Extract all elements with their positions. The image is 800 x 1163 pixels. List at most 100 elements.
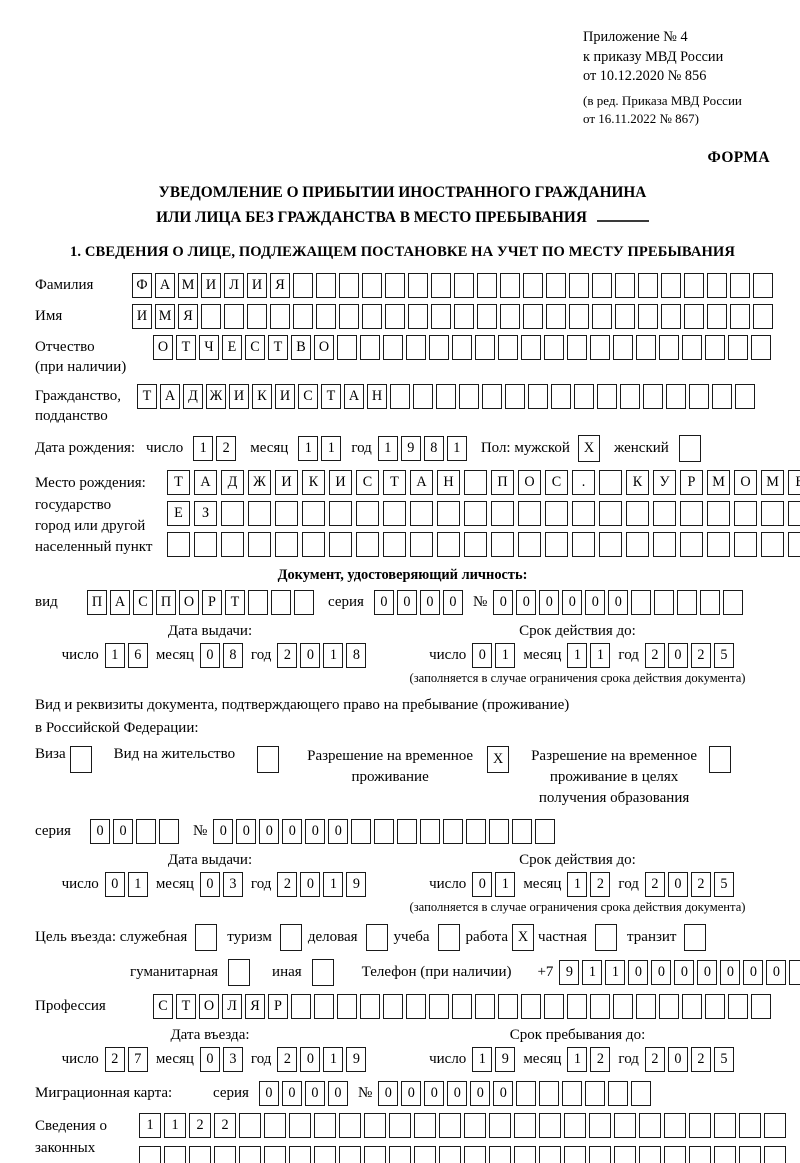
char-box[interactable]: И (275, 383, 295, 409)
char-box[interactable] (597, 383, 617, 409)
char-box[interactable]: 1 (127, 872, 148, 898)
char-box[interactable]: 0 (442, 589, 463, 615)
char-box[interactable] (389, 1113, 411, 1139)
char-box[interactable]: 0 (305, 819, 326, 845)
char-box[interactable]: 0 (396, 589, 417, 615)
char-box[interactable] (788, 532, 800, 558)
char-box[interactable]: О (153, 335, 173, 361)
char-box[interactable] (518, 501, 541, 527)
char-box[interactable] (397, 819, 418, 845)
char-box[interactable] (788, 501, 800, 527)
char-box[interactable]: 0 (447, 1081, 468, 1107)
char-box[interactable] (383, 994, 403, 1020)
char-box[interactable] (626, 532, 649, 558)
char-box[interactable] (539, 1113, 561, 1139)
char-box[interactable]: X (512, 924, 535, 952)
char-box[interactable] (311, 959, 334, 987)
char-box[interactable] (595, 924, 618, 952)
char-box[interactable]: 0 (608, 589, 629, 615)
char-box[interactable]: Е (167, 501, 190, 527)
char-box[interactable]: 0 (585, 589, 606, 615)
char-box[interactable] (521, 994, 541, 1020)
char-box[interactable] (239, 1113, 261, 1139)
char-box[interactable] (443, 819, 464, 845)
char-box[interactable] (551, 383, 571, 409)
char-box[interactable]: 2 (277, 872, 298, 898)
char-box[interactable]: 1 (377, 436, 398, 462)
char-box[interactable] (689, 1146, 711, 1163)
char-box[interactable] (214, 1146, 236, 1163)
char-box[interactable] (638, 273, 658, 299)
char-box[interactable] (723, 589, 744, 615)
char-box[interactable] (413, 383, 433, 409)
char-box[interactable] (314, 1146, 336, 1163)
char-box[interactable] (408, 273, 428, 299)
char-box[interactable]: Н (367, 383, 387, 409)
char-box[interactable] (385, 304, 405, 330)
char-box[interactable] (247, 304, 267, 330)
char-box[interactable] (544, 994, 564, 1020)
char-box[interactable] (257, 746, 280, 774)
char-box[interactable]: 2 (690, 642, 711, 668)
char-box[interactable]: 0 (236, 819, 257, 845)
char-box[interactable] (239, 1146, 261, 1163)
char-box[interactable] (248, 589, 268, 615)
char-box[interactable]: 0 (258, 1081, 279, 1107)
char-box[interactable] (437, 532, 460, 558)
char-box[interactable] (364, 1113, 386, 1139)
char-box[interactable]: 3 (222, 872, 243, 898)
char-box[interactable] (302, 501, 325, 527)
char-box[interactable]: 9 (346, 1047, 367, 1073)
char-box[interactable]: 1 (495, 642, 516, 668)
char-box[interactable] (429, 994, 449, 1020)
char-box[interactable] (408, 304, 428, 330)
char-box[interactable] (464, 501, 487, 527)
char-box[interactable] (429, 335, 449, 361)
char-box[interactable] (539, 1081, 560, 1107)
char-box[interactable] (351, 819, 372, 845)
char-box[interactable]: 2 (214, 1113, 236, 1139)
char-box[interactable] (707, 273, 727, 299)
char-box[interactable]: С (356, 470, 379, 496)
char-box[interactable]: 2 (216, 436, 237, 462)
char-box[interactable]: А (194, 470, 217, 496)
char-box[interactable]: 0 (378, 1081, 399, 1107)
char-box[interactable] (682, 994, 702, 1020)
char-box[interactable]: 1 (323, 872, 344, 898)
char-box[interactable]: Л (222, 994, 242, 1020)
char-box[interactable]: 2 (277, 1047, 298, 1073)
char-box[interactable]: 1 (323, 642, 344, 668)
char-box[interactable] (590, 994, 610, 1020)
char-box[interactable] (638, 304, 658, 330)
char-box[interactable] (264, 1113, 286, 1139)
char-box[interactable]: 0 (651, 960, 672, 986)
char-box[interactable] (498, 994, 518, 1020)
char-box[interactable]: 0 (90, 819, 110, 845)
char-box[interactable] (374, 819, 395, 845)
char-box[interactable] (521, 335, 541, 361)
char-box[interactable] (654, 589, 675, 615)
char-box[interactable] (764, 1146, 786, 1163)
char-box[interactable] (528, 383, 548, 409)
char-box[interactable] (613, 994, 633, 1020)
char-box[interactable]: 5 (713, 872, 734, 898)
char-box[interactable] (454, 304, 474, 330)
char-box[interactable]: 1 (605, 960, 626, 986)
char-box[interactable] (464, 532, 487, 558)
char-box[interactable] (489, 819, 510, 845)
char-box[interactable] (339, 1146, 361, 1163)
char-box[interactable] (437, 501, 460, 527)
char-box[interactable] (189, 1146, 211, 1163)
char-box[interactable] (680, 532, 703, 558)
char-box[interactable] (302, 532, 325, 558)
char-box[interactable]: 0 (667, 872, 688, 898)
char-box[interactable]: 0 (327, 1081, 348, 1107)
char-box[interactable] (410, 532, 433, 558)
char-box[interactable]: 7 (127, 1047, 148, 1073)
char-box[interactable] (514, 1146, 536, 1163)
char-box[interactable] (639, 1113, 661, 1139)
char-box[interactable] (712, 383, 732, 409)
char-box[interactable]: 1 (139, 1113, 161, 1139)
char-box[interactable] (689, 1113, 711, 1139)
char-box[interactable] (739, 1146, 761, 1163)
